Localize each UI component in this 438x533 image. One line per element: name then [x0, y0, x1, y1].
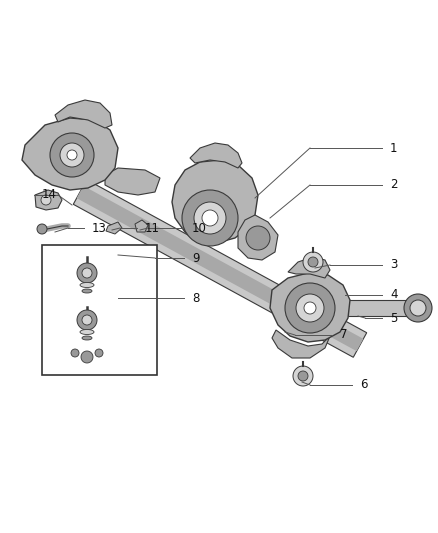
Polygon shape — [35, 190, 62, 210]
Circle shape — [71, 349, 79, 357]
Ellipse shape — [80, 282, 94, 287]
Polygon shape — [238, 215, 278, 260]
Text: 6: 6 — [360, 378, 367, 392]
Bar — [42, 245, 157, 375]
Text: 2: 2 — [390, 179, 398, 191]
Circle shape — [298, 371, 308, 381]
Circle shape — [404, 294, 432, 322]
Circle shape — [37, 224, 47, 234]
Circle shape — [82, 268, 92, 278]
Circle shape — [303, 252, 323, 272]
Polygon shape — [288, 257, 330, 278]
Text: 9: 9 — [192, 252, 199, 264]
Text: 1: 1 — [390, 141, 398, 155]
Circle shape — [77, 263, 97, 283]
Circle shape — [410, 300, 426, 316]
Circle shape — [81, 351, 93, 363]
Circle shape — [246, 226, 270, 250]
Ellipse shape — [82, 336, 92, 340]
Circle shape — [60, 143, 84, 167]
Circle shape — [82, 315, 92, 325]
Circle shape — [308, 257, 318, 267]
Circle shape — [296, 294, 324, 322]
Polygon shape — [55, 100, 112, 128]
Polygon shape — [73, 180, 367, 357]
Ellipse shape — [80, 329, 94, 335]
Polygon shape — [172, 160, 258, 242]
Text: 10: 10 — [192, 222, 207, 235]
Circle shape — [95, 349, 103, 357]
Text: 5: 5 — [390, 311, 397, 325]
Circle shape — [182, 190, 238, 246]
Polygon shape — [190, 143, 242, 168]
Polygon shape — [272, 330, 330, 358]
Circle shape — [41, 195, 51, 205]
Circle shape — [293, 366, 313, 386]
Ellipse shape — [82, 289, 92, 293]
Text: 3: 3 — [390, 259, 397, 271]
Polygon shape — [106, 222, 122, 234]
Text: 11: 11 — [145, 222, 160, 235]
Polygon shape — [348, 300, 420, 316]
Polygon shape — [135, 220, 148, 232]
Text: 13: 13 — [92, 222, 107, 235]
Polygon shape — [105, 168, 160, 195]
Circle shape — [50, 133, 94, 177]
Circle shape — [304, 302, 316, 314]
Polygon shape — [270, 273, 350, 342]
Polygon shape — [77, 186, 364, 351]
Text: 4: 4 — [390, 288, 398, 302]
Circle shape — [77, 310, 97, 330]
Circle shape — [285, 283, 335, 333]
Circle shape — [202, 210, 218, 226]
Polygon shape — [22, 118, 118, 190]
Text: 7: 7 — [340, 328, 347, 342]
Text: 14: 14 — [42, 189, 57, 201]
Circle shape — [194, 202, 226, 234]
Circle shape — [67, 150, 77, 160]
Text: 8: 8 — [192, 292, 199, 304]
